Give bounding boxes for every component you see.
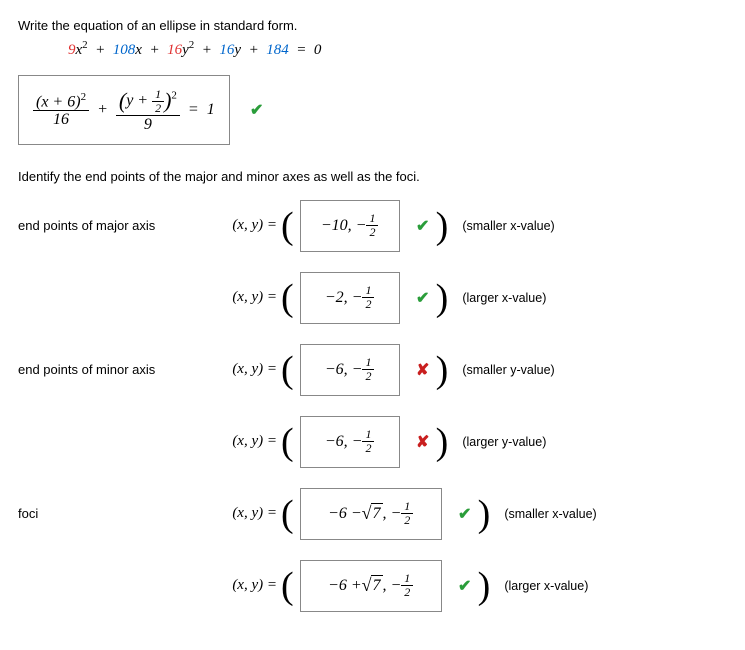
row-minor-axis-2: (x, y) = ( −6, − 12 ✘ ) (larger y-value)	[18, 416, 727, 468]
const-e: 184	[266, 42, 289, 58]
plus-sign: +	[97, 101, 108, 119]
cross-icon: ✘	[412, 432, 434, 452]
xy-label: (x, y) =	[213, 433, 277, 450]
section-prompt-text: Identify the end points of the major and…	[18, 169, 727, 184]
original-equation: 9x2 + 108x + 16y2 + 16y + 184 = 0	[18, 39, 727, 59]
equals-sign: =	[188, 101, 199, 119]
prompt-text: Write the equation of an ellipse in stan…	[18, 18, 727, 33]
row-hint: (smaller y-value)	[462, 363, 554, 377]
power-2: 2	[82, 39, 88, 51]
answer-input[interactable]: −6 − √7 , − 12	[300, 488, 442, 540]
answer-input[interactable]: −6, − 12	[300, 416, 400, 468]
row-foci-2: (x, y) = ( −6 + √7 , − 12 ✔ ) (larger x-…	[18, 560, 727, 612]
coef-d: 16	[219, 42, 234, 58]
check-icon: ✔	[454, 504, 476, 524]
row-minor-axis-1: end points of minor axis (x, y) = ( −6, …	[18, 344, 727, 396]
sqrt-expr: √7	[362, 575, 383, 596]
close-paren: )	[164, 88, 171, 113]
check-icon: ✔	[412, 216, 434, 236]
row-hint: (smaller x-value)	[462, 219, 554, 233]
std-rhs: 1	[207, 101, 215, 119]
open-paren: (	[281, 567, 294, 605]
row-hint: (larger x-value)	[504, 579, 588, 593]
row-label: end points of minor axis	[18, 362, 213, 377]
answer-frac: 12	[362, 356, 374, 383]
xy-label: (x, y) =	[213, 217, 277, 234]
answer-input[interactable]: −6 + √7 , − 12	[300, 560, 442, 612]
answer-input[interactable]: −10, − 12	[300, 200, 400, 252]
standard-form-row: (x + 6)2 16 + (y + 12)2 9 = 1 ✔	[18, 75, 727, 145]
sqrt-expr: √7	[362, 503, 383, 524]
answer-frac: 12	[401, 500, 413, 527]
answer-frac: 12	[401, 572, 413, 599]
xy-label: (x, y) =	[213, 289, 277, 306]
row-major-axis-1: end points of major axis (x, y) = ( −10,…	[18, 200, 727, 252]
power-2: 2	[189, 39, 195, 51]
check-icon: ✔	[454, 576, 476, 596]
standard-form-input[interactable]: (x + 6)2 16 + (y + 12)2 9 = 1	[18, 75, 230, 145]
close-paren: )	[436, 351, 449, 389]
open-paren: (	[281, 423, 294, 461]
coef-c: 16	[167, 42, 182, 58]
close-paren: )	[436, 279, 449, 317]
open-paren: (	[119, 88, 126, 113]
close-paren: )	[436, 207, 449, 245]
eq-rhs: 0	[314, 42, 322, 58]
close-paren: )	[478, 567, 491, 605]
open-paren: (	[281, 495, 294, 533]
coef-a: 9	[68, 42, 76, 58]
close-paren: )	[436, 423, 449, 461]
row-label: end points of major axis	[18, 218, 213, 233]
row-hint: (larger x-value)	[462, 291, 546, 305]
answer-frac: 12	[366, 212, 378, 239]
coef-b: 108	[113, 42, 136, 58]
answer-input[interactable]: −6, − 12	[300, 344, 400, 396]
row-hint: (larger y-value)	[462, 435, 546, 449]
answer-input[interactable]: −2, − 12	[300, 272, 400, 324]
xy-label: (x, y) =	[213, 577, 277, 594]
row-major-axis-2: (x, y) = ( −2, − 12 ✔ ) (larger x-value)	[18, 272, 727, 324]
xy-label: (x, y) =	[213, 505, 277, 522]
answer-frac: 12	[362, 428, 374, 455]
answer-frac: 12	[362, 284, 374, 311]
xy-label: (x, y) =	[213, 361, 277, 378]
row-foci-1: foci (x, y) = ( −6 − √7 , − 12 ✔ ) (smal…	[18, 488, 727, 540]
open-paren: (	[281, 279, 294, 317]
frac-y-term: (y + 12)2 9	[116, 86, 180, 134]
row-hint: (smaller x-value)	[504, 507, 596, 521]
check-icon: ✔	[412, 288, 434, 308]
check-icon: ✔	[246, 100, 268, 120]
open-paren: (	[281, 207, 294, 245]
frac-x-term: (x + 6)2 16	[33, 91, 89, 130]
cross-icon: ✘	[412, 360, 434, 380]
open-paren: (	[281, 351, 294, 389]
close-paren: )	[478, 495, 491, 533]
row-label: foci	[18, 506, 213, 521]
